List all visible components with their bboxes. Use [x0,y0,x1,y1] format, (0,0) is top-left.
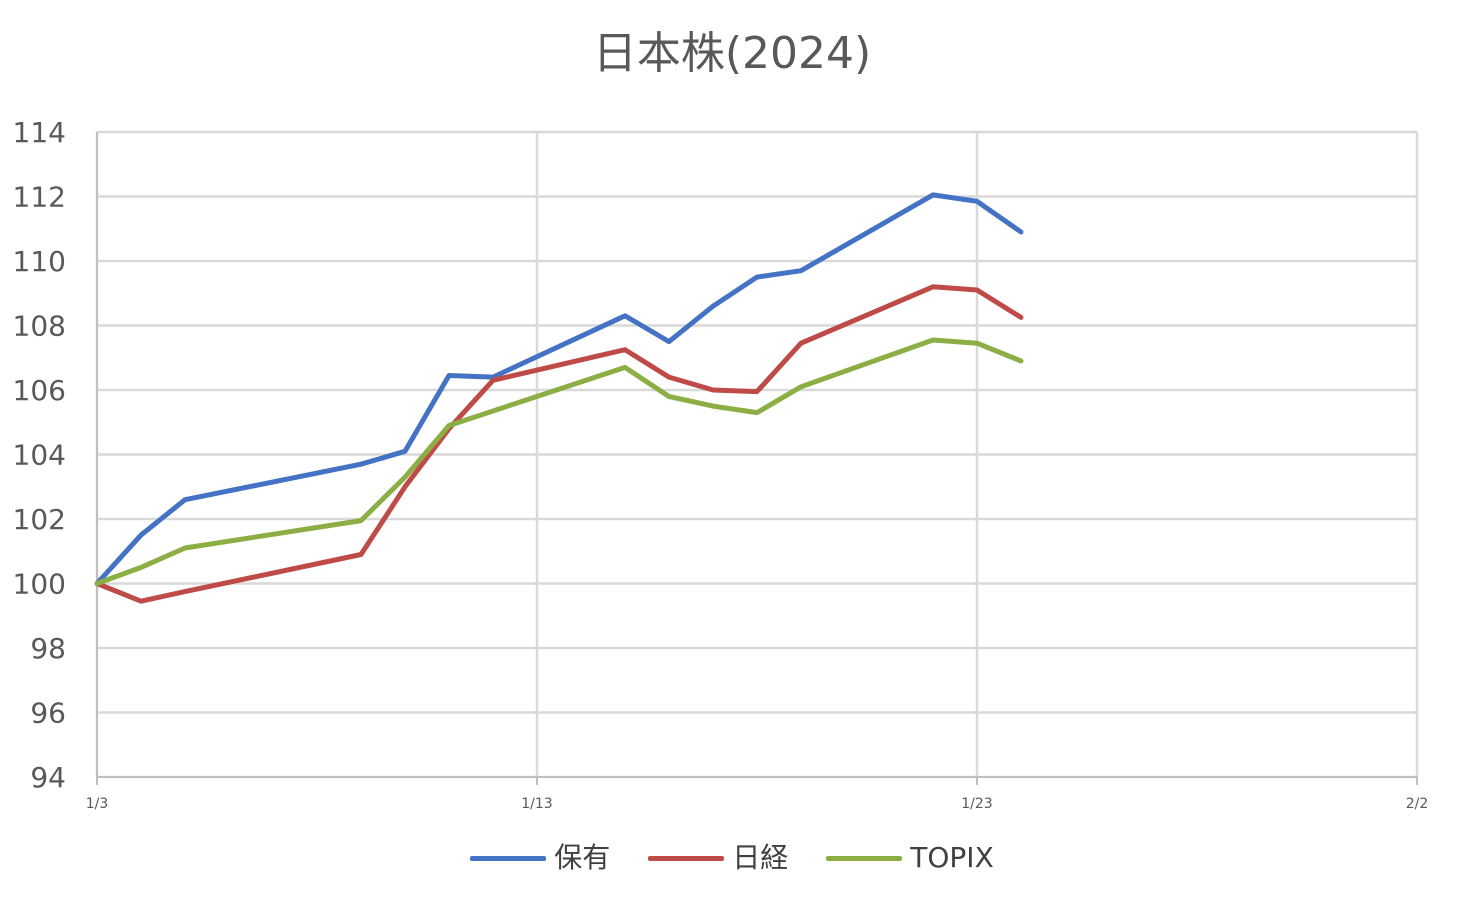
y-tick-label: 102 [13,503,66,536]
y-tick-label: 94 [30,761,66,794]
legend-swatch [826,855,903,861]
y-tick-label: 110 [13,245,66,278]
series-line-nikkei [94,284,1024,604]
legend-swatch [470,855,547,861]
x-tick-label: 1/23 [961,796,992,812]
x-tick-label: 1/13 [521,796,552,812]
chart-title: 日本株(2024) [592,28,872,79]
legend-label: TOPIX [910,841,994,874]
series-line-holdings [94,192,1024,586]
chart-legend: 保有 日経 TOPIX [0,838,1464,878]
y-tick-label: 108 [13,310,66,343]
x-tick-label: 1/3 [86,796,109,812]
legend-swatch [648,855,725,861]
legend-item-nikkei: 日経 [648,838,788,878]
y-tick-label: 98 [30,632,66,665]
y-tick-label: 104 [13,439,66,472]
legend-label: 保有 [554,841,611,874]
y-tick-label: 106 [13,374,66,407]
x-tick-label: 2/2 [1406,796,1429,812]
legend-item-topix: TOPIX [826,838,994,878]
y-tick-label: 112 [13,181,66,214]
legend-label: 日経 [732,841,789,874]
legend-item-holdings: 保有 [470,838,610,878]
series-line-topix [94,337,1024,586]
y-tick-label: 100 [13,568,66,601]
y-tick-label: 114 [13,116,66,149]
y-tick-label: 96 [30,697,66,730]
